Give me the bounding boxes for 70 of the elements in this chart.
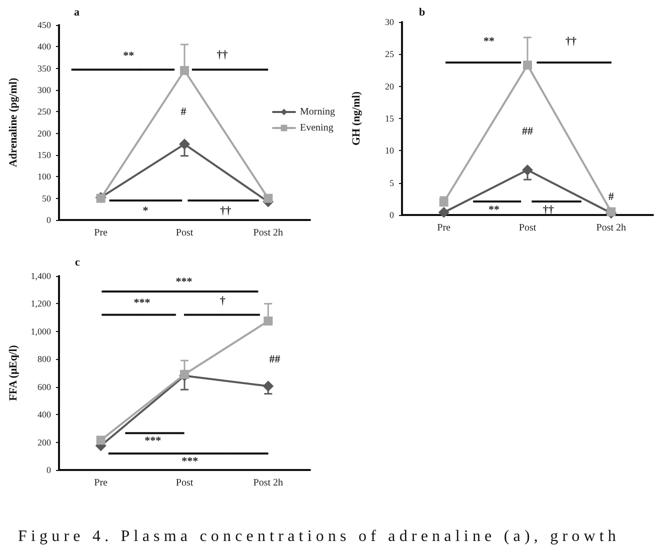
annotation: ## [269,353,281,366]
y-tick-label: 10 [385,146,394,156]
y-tick-label: 100 [38,172,52,182]
point [606,207,616,216]
y-tick-label: 0 [46,215,52,225]
annotation: ** [484,35,496,48]
point [264,316,273,326]
annotation: ** [123,50,135,62]
point [179,138,190,150]
legend-label: Evening [300,122,334,134]
y-tick-label: 450 [38,20,52,30]
annotation: * [142,205,149,218]
y-tick-label: 1,400 [30,271,52,281]
annotation: † [220,295,226,308]
y-tick-label: 15 [385,114,394,124]
y-tick-label: 0 [46,465,52,475]
annotation: †† [566,35,578,48]
y-tick-label: 5 [390,178,394,188]
annotation: # [180,106,187,118]
y-tick-label: 200 [38,437,52,448]
y-tick-label: 25 [385,49,394,60]
annotation: ** [488,204,500,216]
y-tick-label: 400 [38,410,52,420]
y-tick-label: 800 [38,354,52,364]
annotation: # [608,191,614,204]
y-tick-label: 0 [390,210,394,220]
caption: Figure 4. Plasma concentrations of adrenaline (a), growth [18,528,620,546]
annotation: *** [134,297,151,310]
y-tick-label: 600 [38,382,52,392]
y-axis-title: Adrenaline (pg/ml) [8,78,20,168]
annotation: *** [144,434,162,447]
x-tick-label: Post 2h [596,222,626,234]
point [180,66,189,75]
annotation: †† [542,204,554,216]
y-tick-label: 300 [38,85,52,95]
annotation: ## [522,125,534,138]
annotation: *** [176,276,193,288]
x-tick-label: Pre [94,228,108,238]
y-tick-label: 1,200 [30,298,52,309]
legend-label: Morning [300,106,335,118]
y-tick-label: 30 [385,17,394,27]
annotation: †† [220,205,232,218]
point [180,370,189,379]
y-tick-label: 1,000 [30,326,52,336]
x-tick-label: Post 2h [253,478,284,488]
chart-title: b [419,6,426,18]
y-tick-label: 250 [38,106,52,117]
y-tick-label: 200 [38,128,52,138]
y-tick-label: 50 [42,193,52,204]
y-axis-title: FFA (μEq/l) [8,344,20,401]
annotation: †† [216,49,228,62]
annotation: *** [182,455,199,468]
x-tick-label: Pre [94,478,108,488]
y-tick-label: 350 [38,63,52,74]
point [522,164,533,176]
y-axis-title: GH (ng/ml) [350,91,362,146]
chart-title: c [75,256,80,268]
y-tick-label: 20 [385,81,394,92]
point [523,60,532,70]
x-tick-label: Post [518,222,536,234]
x-tick-label: Post [176,478,194,488]
point [96,436,106,445]
x-tick-label: Post [176,228,194,238]
point [438,206,450,218]
y-tick-label: 150 [38,150,52,160]
chart-title: a [74,6,80,18]
point [264,194,273,203]
y-tick-label: 400 [38,42,52,52]
x-tick-label: Pre [437,222,452,234]
x-tick-label: Post 2h [253,228,284,238]
